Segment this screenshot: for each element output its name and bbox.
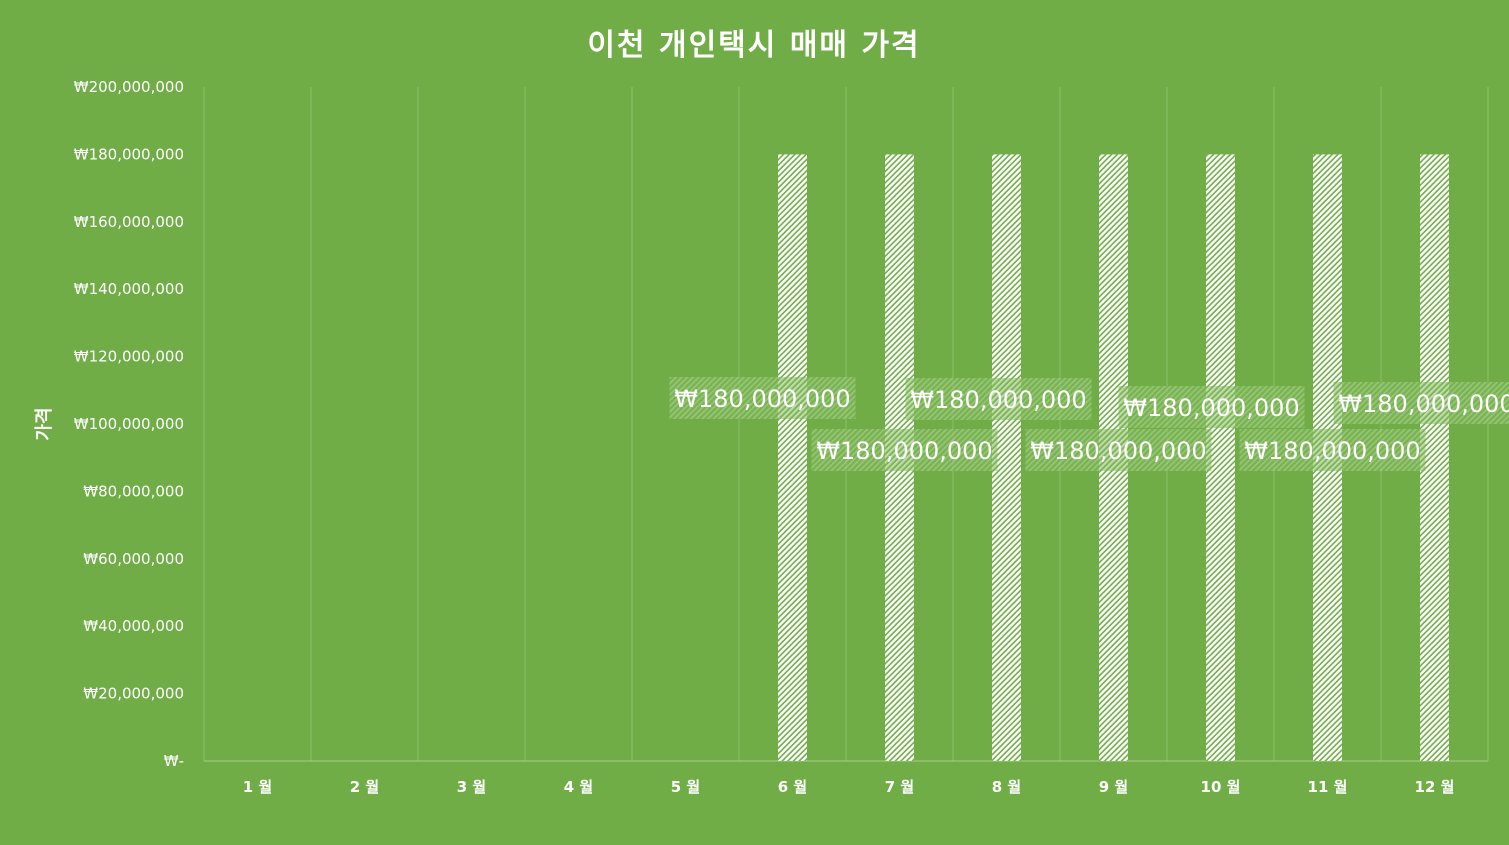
bar — [778, 154, 807, 761]
y-tick-label: ₩200,000,000 — [74, 78, 184, 96]
y-tick-label: ₩100,000,000 — [74, 415, 184, 433]
x-tick-label: 12 월 — [1415, 778, 1455, 796]
data-label-box — [1025, 429, 1212, 471]
x-tick-label: 11 월 — [1308, 778, 1348, 796]
data-label-box — [811, 429, 998, 471]
chart-title: 이천 개인택시 매매 가격 — [587, 28, 920, 63]
data-label: ₩180,000,000 — [1244, 437, 1420, 465]
x-axis-ticks: 1 월 2 월 3 월 4 월 5 월 6 월 7 월 8 월 9 월 10 월 11 월 12 월 — [243, 778, 1455, 796]
x-tick-label: 7 월 — [885, 778, 914, 796]
data-label-box — [669, 377, 856, 419]
x-tick-label: 6 월 — [778, 778, 807, 796]
y-axis-label: 가격 — [34, 407, 55, 440]
y-axis-ticks: ₩- ₩20,000,000 ₩40,000,000 ₩60,000,000 ₩80,0… — [74, 78, 184, 770]
x-tick-label: 4 월 — [564, 778, 593, 796]
data-label: ₩180,000,000 — [910, 386, 1086, 414]
x-tick-label: 2 월 — [350, 778, 379, 796]
x-tick-label: 5 월 — [671, 778, 700, 796]
x-tick-label: 3 월 — [457, 778, 486, 796]
data-label: ₩180,000,000 — [1123, 394, 1299, 422]
data-labels: ₩180,000,000 ₩180,000,000 ₩180,000,000 ₩180… — [669, 377, 1509, 471]
data-label-box — [1118, 386, 1305, 428]
data-label: ₩180,000,000 — [674, 385, 850, 413]
y-tick-label: ₩180,000,000 — [74, 145, 184, 163]
x-tick-label: 1 월 — [243, 778, 272, 796]
x-tick-label: 9 월 — [1099, 778, 1128, 796]
y-tick-label: ₩40,000,000 — [83, 617, 184, 635]
data-label-box — [905, 378, 1092, 420]
y-tick-label: ₩120,000,000 — [74, 348, 184, 366]
y-tick-label: ₩80,000,000 — [83, 482, 184, 500]
y-tick-label: ₩- — [164, 752, 184, 770]
data-label: ₩180,000,000 — [1030, 437, 1206, 465]
y-tick-label: ₩20,000,000 — [83, 685, 184, 703]
x-tick-label: 10 월 — [1201, 778, 1241, 796]
data-label-box — [1333, 382, 1509, 424]
data-label-box — [1239, 429, 1426, 471]
x-tick-label: 8 월 — [992, 778, 1021, 796]
data-label: ₩180,000,000 — [816, 437, 992, 465]
y-tick-label: ₩160,000,000 — [74, 213, 184, 231]
y-tick-label: ₩140,000,000 — [74, 280, 184, 298]
data-label: ₩180,000,000 — [1338, 390, 1509, 418]
y-tick-label: ₩60,000,000 — [83, 550, 184, 568]
